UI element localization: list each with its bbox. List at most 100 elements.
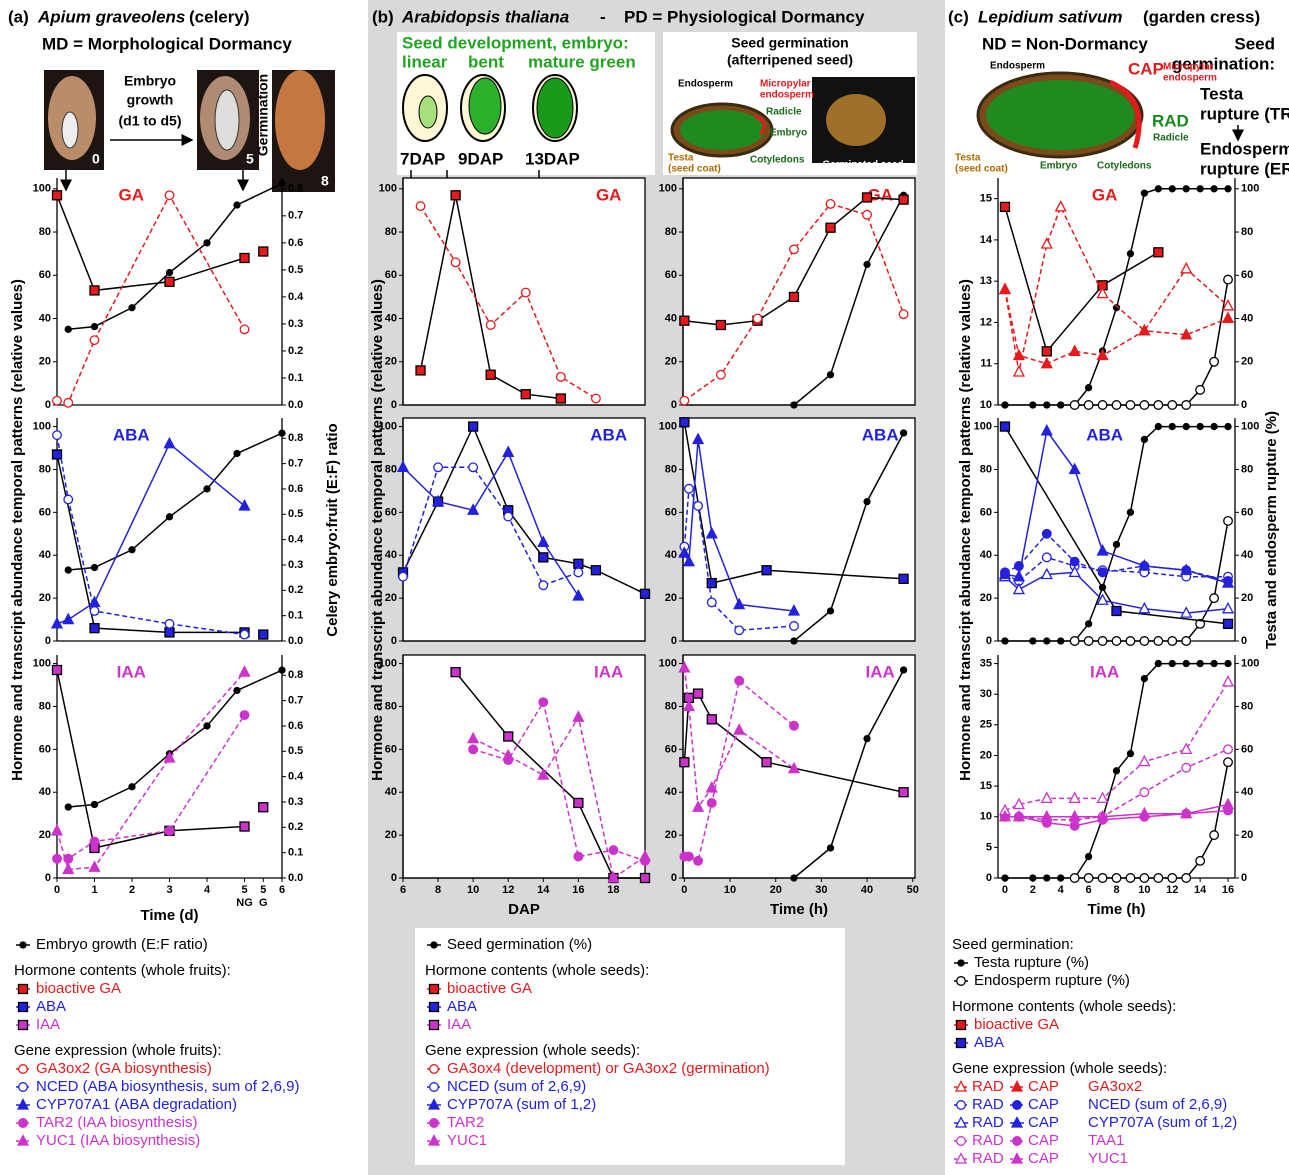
legend-label: CAP <box>1028 1078 1059 1095</box>
marker <box>1058 402 1064 408</box>
legend-marker <box>957 1021 966 1030</box>
marker <box>1154 637 1163 646</box>
x-tick-label: 50 <box>907 884 919 896</box>
x-tick-label: 0 <box>681 884 687 896</box>
y2-tick-label: 80 <box>1241 226 1253 238</box>
marker <box>1000 422 1009 431</box>
chart-title: ABA <box>590 425 627 444</box>
marker <box>451 668 460 677</box>
x-tick-label: 5 <box>260 884 266 896</box>
y-tick-label: 0 <box>45 399 51 411</box>
marker <box>707 715 716 724</box>
legend-label: NCED (ABA biosynthesis, sum of 2,6,9) <box>36 1078 299 1095</box>
marker <box>1183 661 1189 667</box>
marker <box>64 854 73 863</box>
marker <box>791 638 797 644</box>
marker <box>165 277 174 286</box>
x-axis-title: Time (h) <box>770 901 828 918</box>
y-axis-title: Hormone and transcript abundance tempora… <box>957 279 974 781</box>
marker <box>1182 763 1191 772</box>
y2-tick-label: 60 <box>1241 743 1253 755</box>
marker <box>1084 637 1093 646</box>
series-line <box>57 455 245 633</box>
legend-label: bioactive GA <box>974 1016 1059 1033</box>
marker <box>539 553 548 562</box>
marker <box>53 191 62 200</box>
y-tick-label: 80 <box>980 463 992 475</box>
y-tick-label: 100 <box>659 420 677 432</box>
series-line <box>1005 431 1228 583</box>
marker <box>574 568 583 577</box>
y-tick-label: 0 <box>391 399 397 411</box>
marker <box>1070 874 1079 883</box>
x-tick-label: 20 <box>770 884 782 896</box>
marker <box>1224 619 1233 628</box>
x-tick-label: 6 <box>1086 884 1092 896</box>
marker <box>1070 637 1079 646</box>
y-tick-label: 100 <box>659 657 677 669</box>
annotation: Testa <box>1200 84 1244 103</box>
photo-label: 8 <box>321 173 329 189</box>
marker <box>1084 401 1093 410</box>
series-line <box>57 715 245 859</box>
y2-tick-label: 60 <box>1241 269 1253 281</box>
marker <box>753 314 762 323</box>
plot-frame <box>403 655 645 878</box>
marker <box>240 253 249 262</box>
x-tick-label: 6 <box>400 884 406 896</box>
panel-label: (a) <box>8 7 29 26</box>
series-line <box>1005 427 1228 624</box>
y-tick-label: 80 <box>665 226 677 238</box>
marker <box>92 565 98 571</box>
marker <box>1196 857 1205 866</box>
y-tick-label: 20 <box>665 356 677 368</box>
annotation: Testa <box>668 153 694 164</box>
marker <box>1042 347 1051 356</box>
marker <box>1127 251 1133 257</box>
marker <box>279 430 285 436</box>
y2-tick-label: 0.3 <box>288 318 303 330</box>
marker <box>1086 621 1092 627</box>
marker <box>1225 424 1231 430</box>
seed-image <box>826 94 886 146</box>
marker <box>828 608 834 614</box>
y-tick-label: 13 <box>980 275 992 287</box>
y-tick-label: 60 <box>665 506 677 518</box>
annotation: Seed germination <box>731 35 848 51</box>
marker <box>1070 793 1080 803</box>
legend-marker <box>957 977 966 986</box>
marker <box>1058 638 1064 644</box>
marker <box>899 788 908 797</box>
legend-marker <box>19 1119 28 1128</box>
marker <box>1211 661 1217 667</box>
annotation: Seed development, embryo: <box>402 33 629 52</box>
y-tick-label: 0 <box>671 635 677 647</box>
x-tick-label: 10 <box>1138 884 1150 896</box>
photo-caption: Germinated seed <box>822 160 903 171</box>
marker <box>1141 676 1147 682</box>
marker <box>826 223 835 232</box>
annotation: RAD <box>1152 111 1189 130</box>
annotation: Endosperm <box>678 79 733 90</box>
marker <box>694 857 703 866</box>
y2-tick-label: 40 <box>1241 549 1253 561</box>
marker <box>1154 874 1163 883</box>
marker <box>762 758 771 767</box>
annotation: bent <box>468 52 504 71</box>
annotation: 9DAP <box>458 149 503 168</box>
y-tick-label: 0 <box>986 635 992 647</box>
marker <box>1224 275 1233 284</box>
legend-marker <box>19 1021 28 1030</box>
series-line <box>1005 749 1228 820</box>
y-tick-label: 20 <box>385 356 397 368</box>
embryo-image <box>62 112 78 148</box>
legend-marker <box>430 1119 439 1128</box>
y-tick-label: 40 <box>385 312 397 324</box>
series-line <box>68 433 282 570</box>
marker <box>1210 831 1219 840</box>
marker <box>90 597 100 607</box>
marker <box>53 666 62 675</box>
y2-tick-label: 0.8 <box>288 183 303 195</box>
marker <box>1112 637 1121 646</box>
marker <box>240 630 249 639</box>
